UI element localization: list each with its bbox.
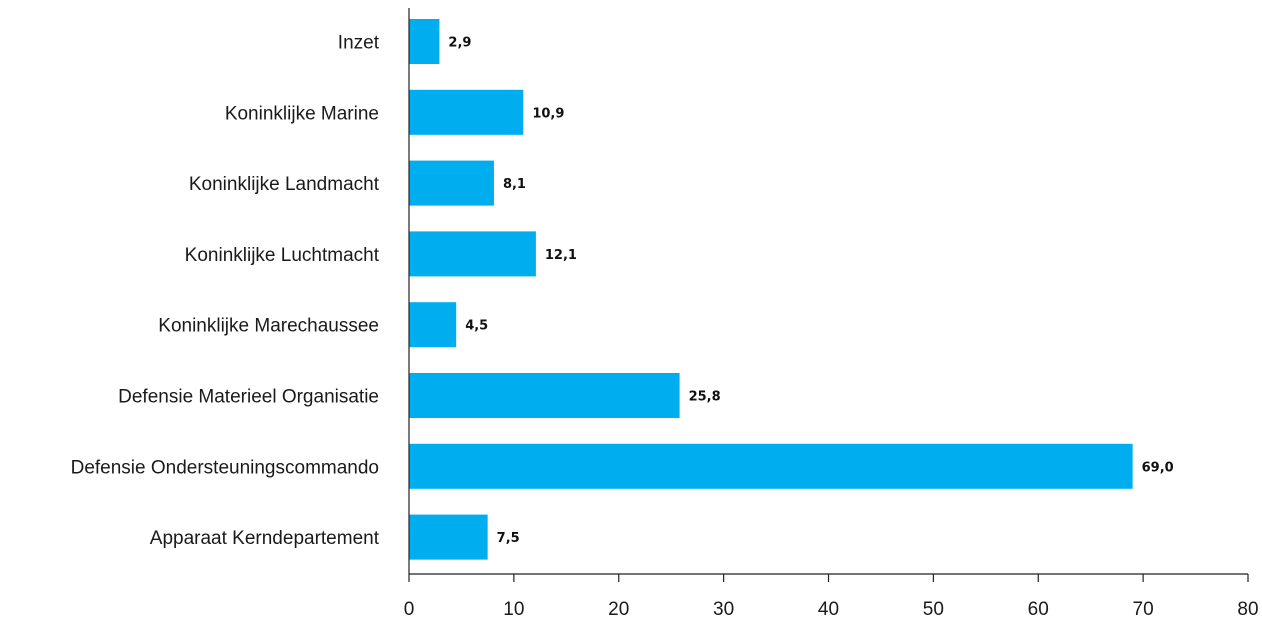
data-label: 2,9	[448, 36, 471, 51]
bar	[409, 160, 494, 206]
x-tick-label: 30	[713, 599, 734, 619]
category-label: Defensie Ondersteuningscommando	[71, 457, 379, 478]
data-label: 12,1	[545, 248, 577, 263]
data-label: 8,1	[503, 177, 526, 192]
bar	[409, 19, 440, 64]
category-labels: Inzet Koninklijke Marine Koninklijke Landm…	[71, 33, 380, 550]
x-tick-label: 70	[1133, 599, 1154, 619]
bars-group	[409, 19, 1133, 560]
bar	[409, 514, 488, 560]
category-label: Koninklijke Marine	[225, 103, 379, 124]
x-tick-label: 10	[503, 599, 524, 619]
data-label: 69,0	[1142, 460, 1174, 475]
bar	[409, 373, 680, 418]
category-label: Defensie Materieel Organisatie	[118, 387, 379, 408]
x-tick-label: 0	[404, 599, 415, 619]
bar	[409, 231, 536, 277]
category-label: Koninklijke Luchtmacht	[185, 245, 380, 266]
data-label: 7,5	[497, 531, 520, 546]
category-label: Koninklijke Landmacht	[189, 174, 380, 195]
category-label: Koninklijke Marechaussee	[158, 316, 379, 337]
bar	[409, 302, 457, 348]
data-labels: 2,9 10,9 8,1 12,1 4,5 25,8 69,0 7,5	[448, 36, 1173, 547]
data-label: 4,5	[465, 319, 488, 334]
data-label: 10,9	[532, 106, 564, 121]
x-tick-label: 50	[923, 599, 944, 619]
x-tick-label: 40	[818, 599, 839, 619]
x-tick-label: 20	[608, 599, 629, 619]
category-label: Inzet	[338, 33, 380, 54]
bar	[409, 443, 1133, 489]
x-tick-label: 80	[1237, 599, 1258, 619]
bar	[409, 89, 524, 135]
x-tick-label: 60	[1028, 599, 1049, 619]
data-label: 25,8	[689, 390, 721, 405]
category-label: Apparaat Kerndepartement	[150, 528, 380, 549]
x-axis-ticks: 0 10 20 30 40 50 60 70 80	[404, 574, 1259, 619]
